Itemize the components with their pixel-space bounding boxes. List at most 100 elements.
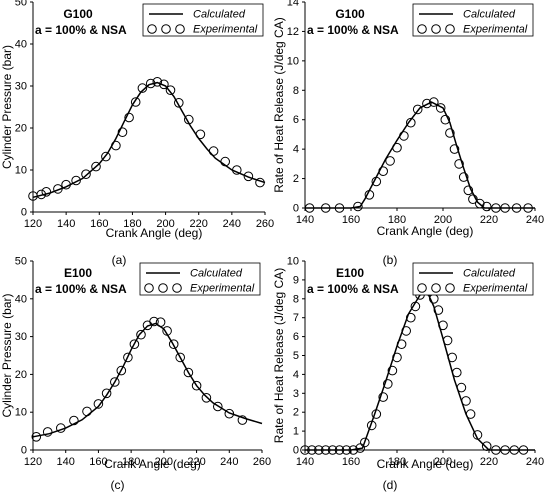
x-tick-label: 120: [24, 218, 42, 230]
data-point-experimental: [355, 443, 366, 453]
data-point-experimental: [481, 201, 492, 212]
data-point-experimental: [378, 166, 389, 176]
data-point-experimental: [442, 335, 453, 346]
data-point-experimental: [111, 140, 121, 151]
y-axis-label: Rate of Heat Release (J/deg CA): [272, 17, 286, 192]
panel-label: (a): [112, 253, 127, 267]
series-line-calculated: [305, 101, 535, 209]
data-point-experimental: [195, 129, 206, 140]
data-point-experimental: [447, 352, 458, 363]
y-tick-label: 0: [21, 207, 27, 219]
data-point-experimental: [129, 339, 140, 350]
legend-swatch-circle: [147, 24, 157, 34]
y-tick-label: 0: [21, 445, 27, 457]
data-point-experimental: [406, 117, 416, 128]
data-point-experimental: [155, 317, 166, 328]
data-point-experimental: [475, 198, 485, 209]
data-point-experimental: [463, 185, 474, 196]
x-tick-label: 140: [296, 456, 314, 468]
legend-swatch-circle: [161, 24, 171, 34]
chart-title: E100: [336, 266, 364, 280]
x-tick-label: 220: [480, 214, 498, 226]
data-point-experimental: [518, 445, 529, 455]
data-point-experimental: [383, 379, 393, 389]
y-tick-label: 50: [15, 256, 27, 268]
data-point-experimental: [433, 305, 444, 315]
data-point-experimental: [130, 97, 141, 107]
data-point-experimental: [371, 409, 382, 419]
x-tick-label: 180: [122, 456, 140, 468]
x-tick-label: 240: [223, 218, 241, 230]
data-point-experimental: [300, 445, 310, 455]
data-point-experimental: [93, 399, 104, 409]
chart-panel-1: 0 10 20 30 40 50 120 140 160 180 200 220 240 260 Crank…: [0, 0, 274, 267]
y-tick-label: 1: [293, 426, 299, 438]
data-point-experimental: [392, 352, 402, 363]
data-point-experimental: [392, 142, 402, 153]
data-point-experimental: [429, 97, 439, 107]
y-tick-label: 40: [15, 293, 27, 305]
y-tick-label: 3: [293, 388, 299, 400]
y-tick-label: 10: [15, 407, 27, 419]
x-tick-label: 140: [57, 456, 75, 468]
panel-label: (d): [383, 478, 398, 492]
data-point-experimental: [509, 445, 520, 455]
data-point-experimental: [82, 406, 92, 417]
data-point-experimental: [452, 367, 462, 378]
legend-label: Experimental: [190, 283, 255, 295]
data-point-experimental: [364, 190, 375, 200]
data-point-experimental: [255, 177, 265, 188]
data-point-experimental: [410, 301, 421, 312]
data-point-experimental: [406, 312, 416, 323]
data-point-experimental: [145, 78, 156, 89]
data-point-experimental: [42, 427, 53, 437]
y-tick-label: 2: [293, 173, 299, 185]
chart-subtitle: a = 100% & NSA: [35, 23, 127, 37]
y-tick-label: 4: [293, 144, 299, 156]
chart-title: G100: [63, 7, 93, 21]
data-point-experimental: [387, 365, 398, 376]
x-tick-label: 180: [388, 214, 406, 226]
y-tick-label: 0: [293, 445, 299, 457]
legend-swatch-circle: [431, 283, 441, 293]
data-point-experimental: [399, 131, 409, 141]
data-point-experimental: [304, 203, 315, 213]
x-tick-label: 180: [123, 218, 141, 230]
x-axis-label: Crank Angle (deg): [104, 457, 201, 471]
y-tick-label: 20: [15, 123, 27, 135]
data-point-experimental: [314, 445, 324, 455]
data-point-experimental: [183, 367, 194, 378]
chart-panel-2: 0 2 4 6 8 10 12 14 140 160 180 200 220 240 Crank Angle…: [272, 0, 544, 267]
legend-swatch-circle: [172, 283, 182, 293]
data-point-experimental: [468, 194, 478, 204]
legend-swatch-circle: [417, 24, 427, 34]
data-point-experimental: [149, 316, 159, 327]
data-point-experimental: [71, 175, 81, 186]
data-point-experimental: [371, 176, 382, 187]
x-axis-label: Crank Angle (deg): [377, 457, 474, 471]
data-point-experimental: [445, 128, 455, 138]
x-tick-label: 140: [296, 214, 314, 226]
data-point-experimental: [378, 392, 389, 402]
y-tick-label: 50: [15, 0, 27, 9]
chart-subtitle: a = 100% & NSA: [307, 282, 399, 296]
data-point-experimental: [435, 103, 446, 113]
x-tick-label: 160: [89, 456, 107, 468]
chart-subtitle: a = 100% & NSA: [35, 282, 127, 296]
data-point-experimental: [243, 171, 254, 182]
data-point-experimental: [168, 339, 179, 350]
x-tick-label: 160: [342, 214, 360, 226]
legend-box: [412, 3, 534, 37]
data-point-experimental: [152, 77, 163, 87]
y-tick-label: 30: [15, 81, 27, 93]
x-tick-label: 120: [24, 456, 42, 468]
legend-label: Experimental: [463, 283, 528, 295]
data-point-experimental: [320, 445, 331, 455]
x-tick-label: 200: [434, 214, 452, 226]
legend-label: Experimental: [463, 24, 528, 36]
legend-swatch-circle: [144, 283, 154, 293]
chart-panel-4: 0 1 2 3 4 5 6 7 8 9 10 140 160 180 200 220 240 Crank Angl…: [272, 256, 544, 493]
legend-label: Calculated: [193, 9, 246, 21]
series-line-calculated: [32, 322, 263, 438]
data-point-experimental: [116, 365, 127, 376]
